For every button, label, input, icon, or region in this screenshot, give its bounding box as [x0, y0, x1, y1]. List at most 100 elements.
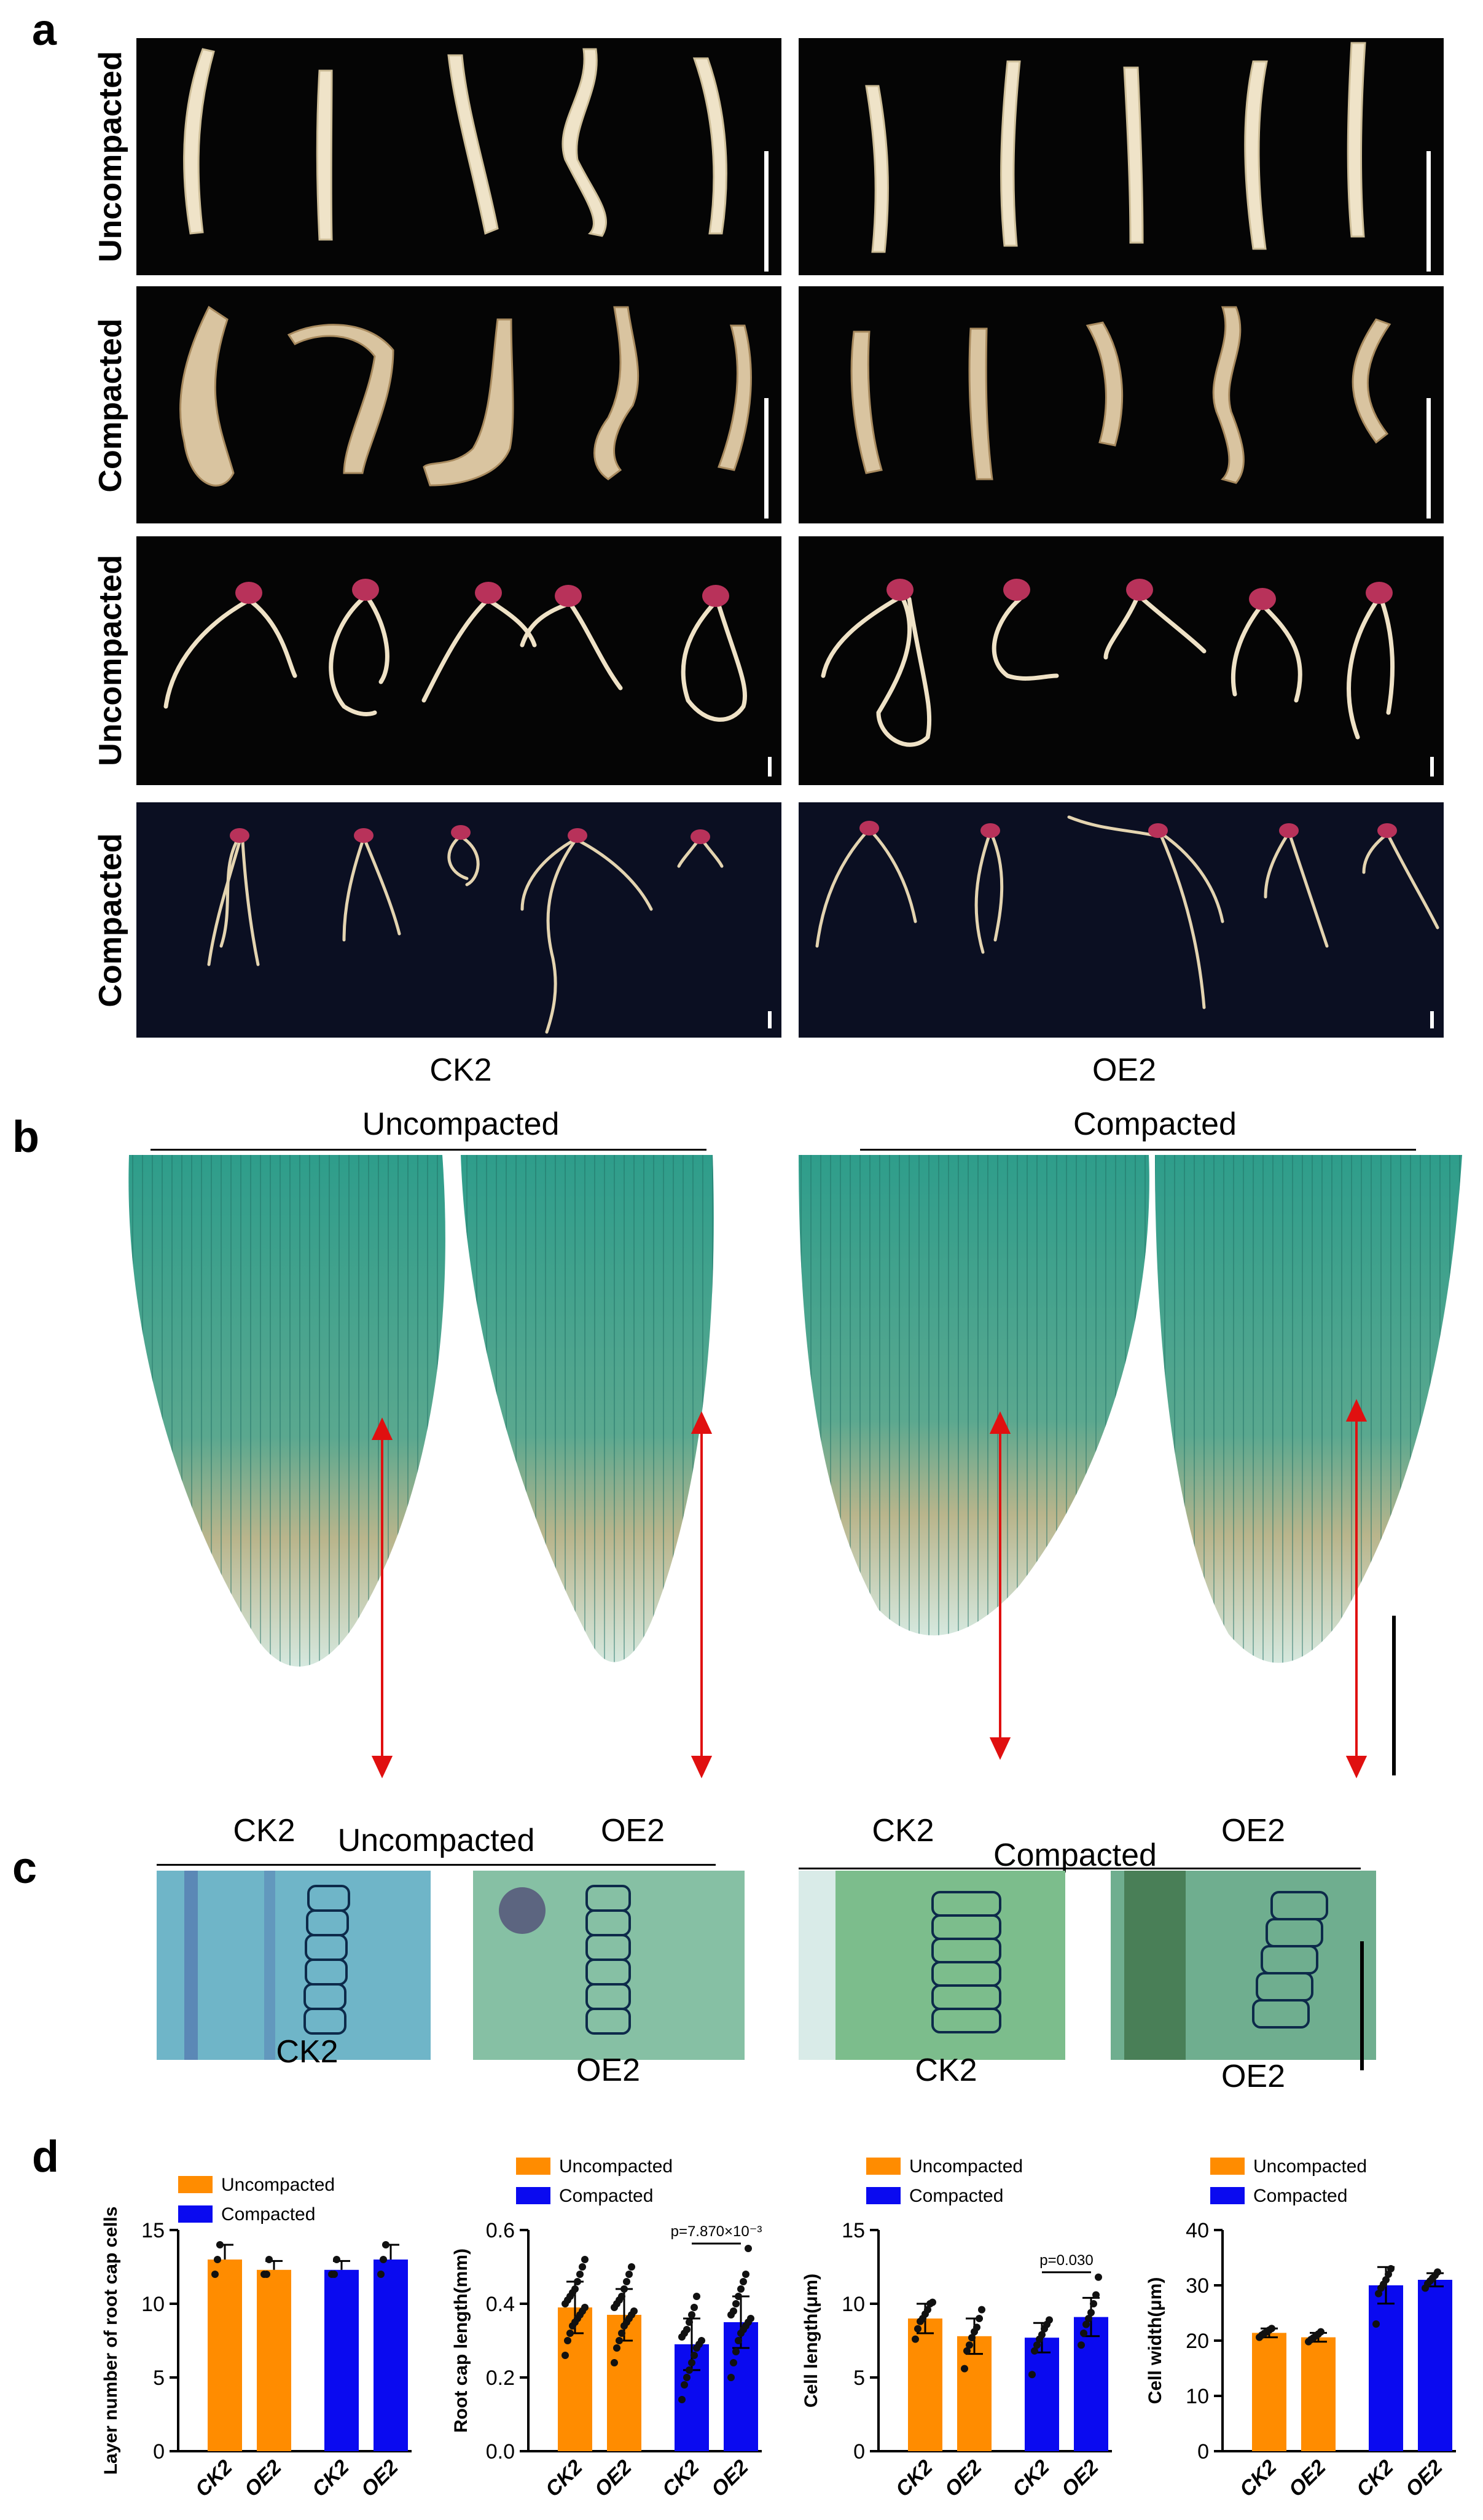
photo-a-row4-oe2 [799, 802, 1444, 1038]
data-point [616, 2337, 623, 2344]
data-point [1046, 2316, 1053, 2324]
bar [1252, 2333, 1286, 2451]
category-label: OE2 [1057, 2455, 1103, 2502]
data-point [973, 2323, 980, 2331]
data-point [1028, 2371, 1036, 2379]
data-point [968, 2334, 976, 2342]
category-label: CK2 [891, 2455, 937, 2502]
category-label: OE2 [1401, 2455, 1447, 2502]
data-point [1317, 2328, 1325, 2336]
data-point [380, 2256, 387, 2263]
data-point [732, 2300, 740, 2307]
data-point [1385, 2271, 1392, 2278]
panel-c-header-compacted: Compacted [993, 1837, 1157, 1873]
data-point [688, 2311, 695, 2318]
data-point [214, 2256, 221, 2263]
panel-a-roots [163, 42, 1439, 1034]
data-point [1033, 2341, 1041, 2349]
y-tick-label: 0.6 [486, 2219, 515, 2242]
panel-b-label-4: OE2 [1221, 1813, 1286, 1849]
data-point [623, 2278, 630, 2285]
data-point [747, 2315, 754, 2322]
y-tick-label: 10 [842, 2293, 865, 2316]
data-point [683, 2326, 691, 2333]
photo-a-row1-oe2 [799, 38, 1444, 275]
panel-b-label-3: CK2 [872, 1813, 934, 1849]
legend-label: Compacted [221, 2204, 315, 2225]
category-label: CK2 [658, 2455, 704, 2502]
data-point [263, 2271, 270, 2278]
data-point [737, 2285, 745, 2293]
chart-root-cap-length: 0.0 0.2 0.4 0.6 Root cap length(mm) Uncompact… [451, 2156, 762, 2502]
data-point [1031, 2347, 1038, 2355]
data-point [1087, 2309, 1095, 2317]
legend-swatch [866, 2187, 901, 2204]
y-tick-label: 20 [1186, 2330, 1209, 2353]
data-point [564, 2337, 571, 2344]
panel-letter-a: a [32, 6, 57, 55]
y-tick-label: 40 [1186, 2219, 1209, 2242]
data-point [581, 2256, 589, 2263]
data-point [562, 2352, 569, 2359]
data-point [625, 2271, 633, 2278]
significance-label: p=7.870×10⁻³ [671, 2223, 762, 2240]
chart-root-cap-layers: 0 5 10 15 Layer number of root cap cells Unco… [101, 2175, 412, 2502]
data-point [1090, 2300, 1097, 2307]
category-label: OE2 [707, 2455, 753, 2502]
data-point [976, 2315, 983, 2322]
data-point [730, 2307, 737, 2315]
panel-c-header-line-compacted [799, 1868, 1361, 1869]
category-label: CK2 [191, 2455, 237, 2502]
y-tick-label: 15 [141, 2219, 165, 2242]
data-point [745, 2245, 752, 2252]
data-point [574, 2278, 581, 2285]
data-point [688, 2359, 695, 2366]
legend-swatch [516, 2158, 550, 2175]
legend-label: Compacted [909, 2186, 1003, 2206]
data-point [686, 2366, 693, 2374]
legend-swatch [178, 2205, 213, 2223]
data-point [686, 2318, 693, 2326]
data-point [576, 2271, 584, 2278]
legend-label: Uncompacted [559, 2156, 673, 2177]
y-tick-label: 0 [153, 2440, 165, 2463]
bar [324, 2269, 359, 2451]
y-tick-label: 0.2 [486, 2366, 515, 2390]
row-label-2: Compacted [93, 318, 128, 493]
bar [374, 2260, 408, 2451]
data-point [613, 2344, 620, 2352]
data-point [377, 2271, 385, 2278]
category-label: CK2 [541, 2455, 587, 2502]
data-point [691, 2352, 698, 2359]
data-point [333, 2256, 340, 2263]
category-label: OE2 [590, 2455, 636, 2502]
data-point [216, 2241, 224, 2248]
cell-outlines [303, 1885, 1328, 2035]
y-axis-label: Root cap length(mm) [451, 2248, 471, 2433]
panel-b-scale-bar [1392, 1616, 1396, 1775]
y-axis-label: Layer number of root cap cells [101, 2207, 121, 2475]
data-point [732, 2348, 740, 2355]
data-point [566, 2330, 574, 2337]
data-point [571, 2285, 579, 2293]
data-point [1375, 2290, 1382, 2298]
y-axis-label: Cell length(μm) [801, 2274, 821, 2408]
bar [957, 2336, 992, 2451]
category-label: OE2 [1285, 2455, 1331, 2502]
legend-swatch [516, 2187, 550, 2204]
bar [1301, 2337, 1336, 2451]
data-point [630, 2307, 638, 2315]
data-point [727, 2374, 735, 2381]
data-point [1268, 2325, 1275, 2333]
legend-swatch [178, 2176, 213, 2193]
y-tick-label: 30 [1186, 2274, 1209, 2298]
data-point [730, 2359, 737, 2366]
row-label-4: Compacted [93, 833, 128, 1008]
data-point [1387, 2265, 1395, 2272]
data-point [683, 2374, 691, 2381]
panel-b-header-uncompacted: Uncompacted [362, 1106, 560, 1142]
legend-swatch [1210, 2187, 1245, 2204]
panel-c-micrographs [157, 1871, 1376, 2070]
data-point [1092, 2291, 1100, 2299]
panel-c-label-4: OE2 [1221, 2059, 1286, 2094]
